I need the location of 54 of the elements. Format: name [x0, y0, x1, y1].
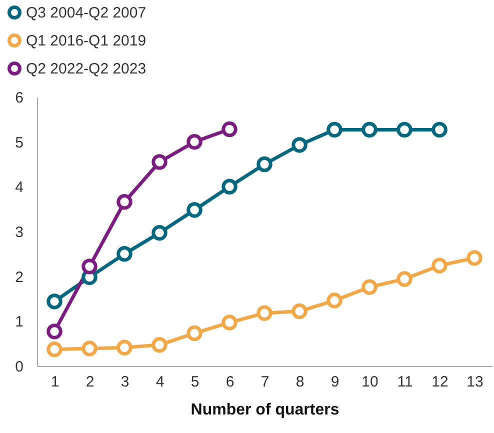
point	[152, 337, 168, 353]
point	[46, 294, 62, 310]
point	[326, 292, 342, 308]
point	[152, 154, 168, 170]
point	[46, 342, 62, 358]
y-tick-label: 3	[15, 224, 24, 241]
x-tick-label: 12	[432, 374, 448, 390]
legend-label: Q2 2022-Q2 2023	[26, 60, 146, 78]
x-tick-label: 10	[362, 374, 378, 390]
point	[222, 121, 238, 138]
point	[256, 305, 272, 321]
point	[396, 122, 412, 138]
x-tick-label: 2	[86, 374, 94, 390]
point	[116, 340, 132, 356]
point	[222, 178, 238, 195]
point	[116, 194, 132, 210]
point	[326, 122, 342, 138]
point	[222, 314, 238, 330]
y-tick-label: 6	[15, 90, 24, 106]
y-tick-label: 5	[15, 134, 24, 152]
y-tick-label: 2	[15, 268, 24, 286]
legend-label: Q1 2016-Q1 2019	[26, 32, 146, 50]
point	[432, 122, 448, 138]
x-tick-label: 3	[120, 374, 130, 390]
x-tick-label: 1	[50, 374, 60, 390]
point	[186, 202, 202, 218]
x-tick-label: 7	[260, 374, 270, 390]
x-axis-title: Number of quarters	[190, 402, 340, 418]
point	[256, 156, 272, 172]
x-tick-label: 13	[466, 374, 484, 390]
point	[432, 258, 448, 274]
x-tick-label: 9	[330, 374, 340, 390]
y-tick-label: 4	[15, 179, 24, 196]
point	[186, 134, 202, 150]
point	[396, 271, 412, 287]
y-tick-label: 1	[15, 314, 24, 331]
point	[362, 279, 378, 295]
point	[466, 250, 482, 266]
point	[186, 325, 202, 342]
point	[152, 224, 168, 241]
y-tick-label: 0	[15, 358, 24, 376]
point	[116, 246, 132, 262]
point	[362, 122, 378, 138]
point	[82, 340, 98, 356]
x-tick-label: 8	[296, 374, 304, 390]
x-tick-label: 11	[397, 374, 413, 390]
legend-label: Q3 2004-Q2 2007	[26, 4, 146, 22]
point	[46, 324, 62, 340]
x-tick-label: 6	[226, 374, 234, 390]
point	[292, 137, 308, 153]
x-tick-label: 5	[190, 374, 200, 390]
x-tick-label: 4	[156, 374, 164, 390]
point	[292, 303, 308, 320]
point	[82, 258, 98, 274]
